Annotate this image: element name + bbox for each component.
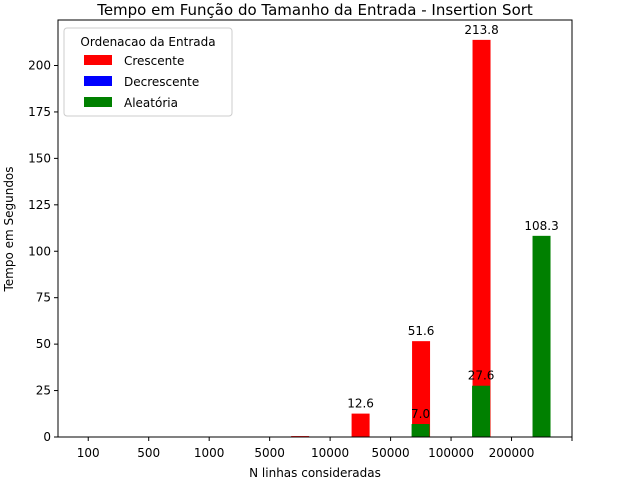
bar-crescente-50000 <box>351 413 370 437</box>
y-axis-title: Tempo em Segundos <box>2 166 16 292</box>
legend-label-decrescente: Decrescente <box>124 75 199 89</box>
data-label-crescente-200000: 213.8 <box>464 23 498 37</box>
bar-crescente-100000 <box>412 341 431 437</box>
y-tick-label: 150 <box>28 151 51 165</box>
legend-swatch-decrescente <box>84 76 112 86</box>
y-tick-label: 0 <box>43 430 51 444</box>
data-label-aleatória-200000: 108.3 <box>524 219 558 233</box>
x-tick-label: 50000 <box>371 446 409 460</box>
x-tick-label: 5000 <box>254 446 285 460</box>
legend-label-crescente: Crescente <box>124 54 184 68</box>
bar-aleatória-100000 <box>472 385 491 437</box>
bar-aleatória-200000 <box>532 235 551 437</box>
legend-swatch-aleatória <box>84 97 112 107</box>
y-axis: 0 25 50 75 100 125 150 175 200 <box>28 59 58 444</box>
y-tick-label: 200 <box>28 59 51 73</box>
y-tick-label: 50 <box>36 337 51 351</box>
legend-title: Ordenacao da Entrada <box>80 35 215 49</box>
data-label-aleatória-100000: 27.6 <box>468 369 495 383</box>
chart-title: Tempo em Função do Tamanho da Entrada - … <box>96 1 533 19</box>
plot-area: 12.6 51.6 213.8 7.0 27.6 108.3 <box>230 23 559 438</box>
y-tick-label: 175 <box>28 105 51 119</box>
data-label-crescente-100000: 51.6 <box>408 324 435 338</box>
x-tick-label: 100000 <box>428 446 474 460</box>
x-axis-title: N linhas consideradas <box>249 466 381 479</box>
data-label-aleatória-50000: 7.0 <box>411 407 430 421</box>
y-tick-label: 125 <box>28 198 51 212</box>
x-tick-label: 1000 <box>194 446 225 460</box>
plot-frame <box>57 19 573 438</box>
y-tick-label: 75 <box>36 291 51 305</box>
legend-swatch-crescente <box>84 55 112 65</box>
y-tick-label: 25 <box>36 384 51 398</box>
x-tick-label: 100 <box>77 446 100 460</box>
bar-crescente-200000 <box>472 39 491 438</box>
legend: Ordenacao da Entrada Crescente Decrescent… <box>63 27 233 117</box>
data-label-crescente-50000: 12.6 <box>347 397 374 411</box>
legend-label-aleatória: Aleatória <box>124 96 178 110</box>
y-tick-label: 100 <box>28 244 51 258</box>
x-tick-label: 200000 <box>489 446 535 460</box>
legend-entries: Crescente Decrescente Aleatória <box>84 54 199 110</box>
legend-box <box>63 27 233 117</box>
x-axis: 100 500 1000 5000 10000 50000 100000 200000 <box>77 437 573 460</box>
x-tick-label: 10000 <box>311 446 349 460</box>
x-tick-label: 500 <box>137 446 160 460</box>
bar-aleatória-50000 <box>411 424 430 437</box>
